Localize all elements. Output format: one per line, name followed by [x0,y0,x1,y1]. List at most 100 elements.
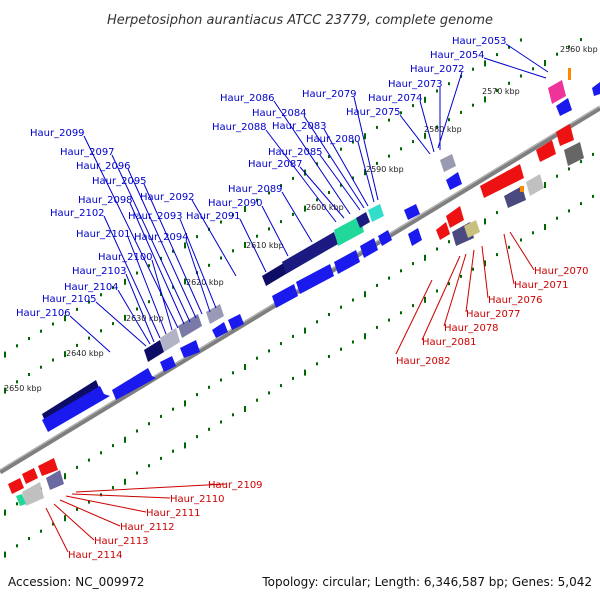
leader-line [45,507,69,553]
scale-tick [568,209,570,213]
scale-tick [436,247,438,251]
scale-tick [412,104,414,108]
scale-tick [400,147,402,151]
scale-tick [124,478,126,485]
scale-tick [64,351,66,358]
gene-label: Haur_2083 [272,121,327,132]
scale-tick [352,140,354,144]
gene-label: Haur_2088 [212,122,267,133]
kbp-label: 2620 kbp [186,278,224,287]
leader-line [125,273,155,343]
gene-arrow [404,204,420,220]
scale-tick [220,256,222,260]
scale-tick [364,133,366,140]
scale-tick [280,220,282,224]
leader-line [75,483,227,493]
leader-line [185,239,211,313]
scale-tick [16,544,18,548]
kbp-labels: 2560 kbp 2570 kbp 2580 kbp 2590 kbp 2600… [4,45,598,393]
scale-tick [4,551,6,558]
leader-line [465,249,475,313]
leader-line [421,255,461,341]
scale-tick [448,282,450,286]
gene-arrow [112,368,156,400]
leader-line [503,233,515,285]
scale-tick [508,245,510,249]
scale-tick [436,89,438,93]
scale-tick [352,298,354,302]
gene-arrow [592,82,600,96]
scale-tick [400,311,402,315]
scale-tick [208,263,210,267]
gene-block [22,482,44,506]
gene-block [46,470,64,490]
scale-tick [28,373,30,376]
scale-tick [532,231,534,235]
gene-block [520,186,524,192]
gene-label: Haur_2106 [16,308,71,319]
scale-tick [316,362,318,366]
gene-label: Haur_2075 [346,107,401,118]
scale-tick [388,276,390,280]
scale-tick [328,155,330,158]
scale-tick [436,125,438,129]
scale-tick [568,167,570,171]
gene-arrow [360,238,378,258]
scale-tick [448,240,450,244]
scale-tick [76,343,78,347]
leader-line [69,315,111,353]
scale-tick [316,162,318,166]
scale-tick [532,67,534,71]
scale-tick [220,220,222,224]
reverse-strand-features [8,124,584,506]
gene-label: Haur_2093 [128,211,183,222]
scale-tick [52,322,54,326]
gene-label: Haur_2082 [396,356,451,367]
scale-tick [172,249,174,253]
gene-label: Haur_2111 [146,508,201,519]
gene-block [144,340,164,362]
gene-block [334,216,364,246]
scale-tick [256,234,258,238]
scale-tick [100,329,102,333]
scale-tick [544,60,546,66]
accession-text: Accession: NC_009972 [8,575,144,589]
scale-tick [148,422,150,426]
scale-tick [328,191,330,194]
scale-tick [160,456,162,460]
leader-line [281,191,313,243]
scale-tick [268,349,270,353]
scale-tick [16,344,18,348]
leader-line [129,202,185,325]
scale-tick [160,414,162,418]
scale-tick [40,529,42,533]
scale-tick [520,38,522,42]
leader-line [71,493,171,499]
gene-label: Haur_2098 [78,195,133,206]
scale-tick [292,176,294,180]
leader-line [437,71,463,149]
scale-tick [88,300,90,304]
gene-arrow [38,458,58,476]
gene-label: Haur_2081 [422,337,477,348]
gene-arrow [296,264,334,294]
gene-arrow [160,356,176,372]
scale-tick [76,465,78,469]
gene-label: Haur_2099 [30,128,85,139]
scale-tick [364,333,366,340]
scale-tick [100,451,102,455]
scale-tick [16,380,18,384]
leader-line [261,205,289,257]
scale-tick [292,212,294,216]
gene-label: Haur_2086 [220,93,275,104]
leader-line [399,114,431,155]
scale-tick [256,198,258,202]
gene-label: Haur_2080 [306,134,361,145]
scale-tick [64,315,66,322]
scale-tick [220,378,222,382]
scale-tick [136,271,138,275]
gene-label: Haur_2092 [140,192,195,203]
gene-arrow [446,172,462,190]
scale-tick [400,269,402,273]
